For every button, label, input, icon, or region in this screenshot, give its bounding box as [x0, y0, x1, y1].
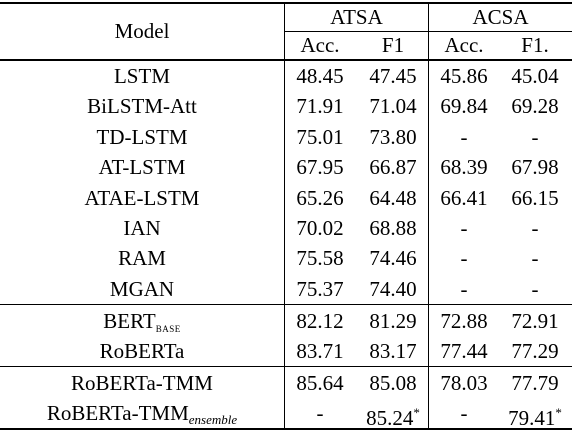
section-rule — [0, 304, 572, 306]
model-name: RoBERTa-TMM — [71, 370, 213, 395]
value-cell: 75.01 — [296, 124, 344, 149]
section-rule — [0, 428, 572, 430]
model-name: IAN — [123, 216, 161, 240]
header-model: Model — [114, 19, 170, 43]
value-cell: - — [460, 216, 468, 240]
top-rule — [0, 2, 572, 4]
value-cell: - — [531, 124, 539, 149]
column-rule — [284, 3, 285, 429]
value-cell: 82.12 — [296, 308, 344, 333]
model-name: BiLSTM-Att — [87, 94, 197, 119]
value-cell: - — [316, 401, 324, 425]
model-cell: RAM — [0, 243, 284, 273]
model-name: RAM — [118, 246, 166, 271]
model-cell: TD-LSTM — [0, 122, 284, 152]
value-cell: 75.58 — [296, 246, 344, 271]
value-cell: 66.41 — [440, 185, 488, 210]
value-cell: 66.87 — [369, 155, 417, 180]
value-cell: 83.17 — [369, 338, 417, 363]
model-cell: RoBERTa-TMMensemble — [0, 398, 284, 432]
value-cell: 72.91 — [511, 308, 559, 333]
value-cell: 74.46 — [369, 246, 417, 271]
model-cell: AT-LSTM — [0, 152, 284, 182]
header-metric: F1. — [521, 33, 549, 57]
header-group: ATSA — [330, 5, 383, 29]
model-name: AT-LSTM — [98, 155, 186, 180]
value-cell: 72.88 — [440, 308, 488, 333]
value-cell: 71.04 — [369, 94, 417, 119]
value-cell: 65.26 — [296, 185, 344, 210]
model-name: ATAE-LSTM — [84, 185, 200, 210]
value-cell: 69.28 — [511, 94, 559, 119]
value-cell: 75.37 — [296, 276, 344, 301]
model-name: MGAN — [109, 276, 175, 301]
model-name: RoBERTa-TMM — [46, 401, 189, 425]
header-group: ACSA — [472, 5, 529, 29]
column-rule — [428, 3, 429, 429]
value-cell: 78.03 — [440, 370, 488, 395]
value-cell: 45.86 — [440, 64, 488, 88]
model-cell: RoBERTa-TMM — [0, 368, 284, 398]
value-cell: 66.15 — [511, 185, 559, 210]
value-cell: 70.02 — [296, 216, 344, 240]
value-cell: 85.24* — [356, 398, 430, 432]
value-cell: - — [460, 401, 468, 425]
model-cell: ATAE-LSTM — [0, 183, 284, 213]
header-metric: F1 — [381, 33, 405, 57]
value-cell: 68.39 — [440, 155, 488, 180]
value-cell: 74.40 — [369, 276, 417, 301]
value-text: 85.24 — [366, 406, 414, 430]
value-cell: - — [531, 246, 539, 271]
value-cell: 85.64 — [296, 370, 344, 395]
value-cell: - — [531, 276, 539, 301]
model-cell: RoBERTa — [0, 336, 284, 366]
model-cell: MGAN — [0, 274, 284, 304]
value-cell: 47.45 — [369, 64, 417, 88]
value-cell: 77.79 — [511, 370, 559, 395]
model-name: BERT — [103, 308, 156, 333]
header-metric: Acc. — [300, 33, 340, 57]
value-cell: 48.45 — [296, 64, 344, 88]
value-cell: 71.91 — [296, 94, 344, 119]
group-rule — [284, 31, 572, 32]
value-cell: 85.08 — [369, 370, 417, 395]
value-cell: 64.48 — [369, 185, 417, 210]
model-cell: BERTBASE — [0, 306, 284, 343]
model-subscript: ensemble — [188, 412, 238, 427]
value-cell: 67.98 — [511, 155, 559, 180]
model-cell: IAN — [0, 213, 284, 243]
value-cell: 69.84 — [440, 94, 488, 119]
model-cell: LSTM — [0, 61, 284, 91]
model-name: RoBERTa — [99, 338, 185, 363]
value-cell: 73.80 — [369, 124, 417, 149]
value-cell: 67.95 — [296, 155, 344, 180]
header-rule — [0, 59, 572, 61]
model-cell: BiLSTM-Att — [0, 91, 284, 121]
value-cell: - — [460, 124, 468, 149]
value-superscript: * — [413, 405, 420, 420]
value-cell: 83.71 — [296, 338, 344, 363]
model-subscript: BASE — [155, 319, 181, 335]
value-cell: - — [460, 276, 468, 301]
value-superscript: * — [555, 405, 562, 420]
header-metric: Acc. — [444, 33, 484, 57]
value-cell: 79.41* — [500, 398, 570, 432]
model-name: LSTM — [113, 64, 170, 88]
value-cell: 68.88 — [369, 216, 417, 240]
model-name: TD-LSTM — [96, 124, 188, 149]
value-cell: 45.04 — [511, 64, 559, 88]
value-cell: - — [460, 246, 468, 271]
value-cell: 81.29 — [369, 308, 417, 333]
value-cell: 77.44 — [440, 338, 488, 363]
section-rule — [0, 366, 572, 368]
value-text: 79.41 — [508, 406, 556, 430]
value-cell: 77.29 — [511, 338, 559, 363]
value-cell: - — [531, 216, 539, 240]
